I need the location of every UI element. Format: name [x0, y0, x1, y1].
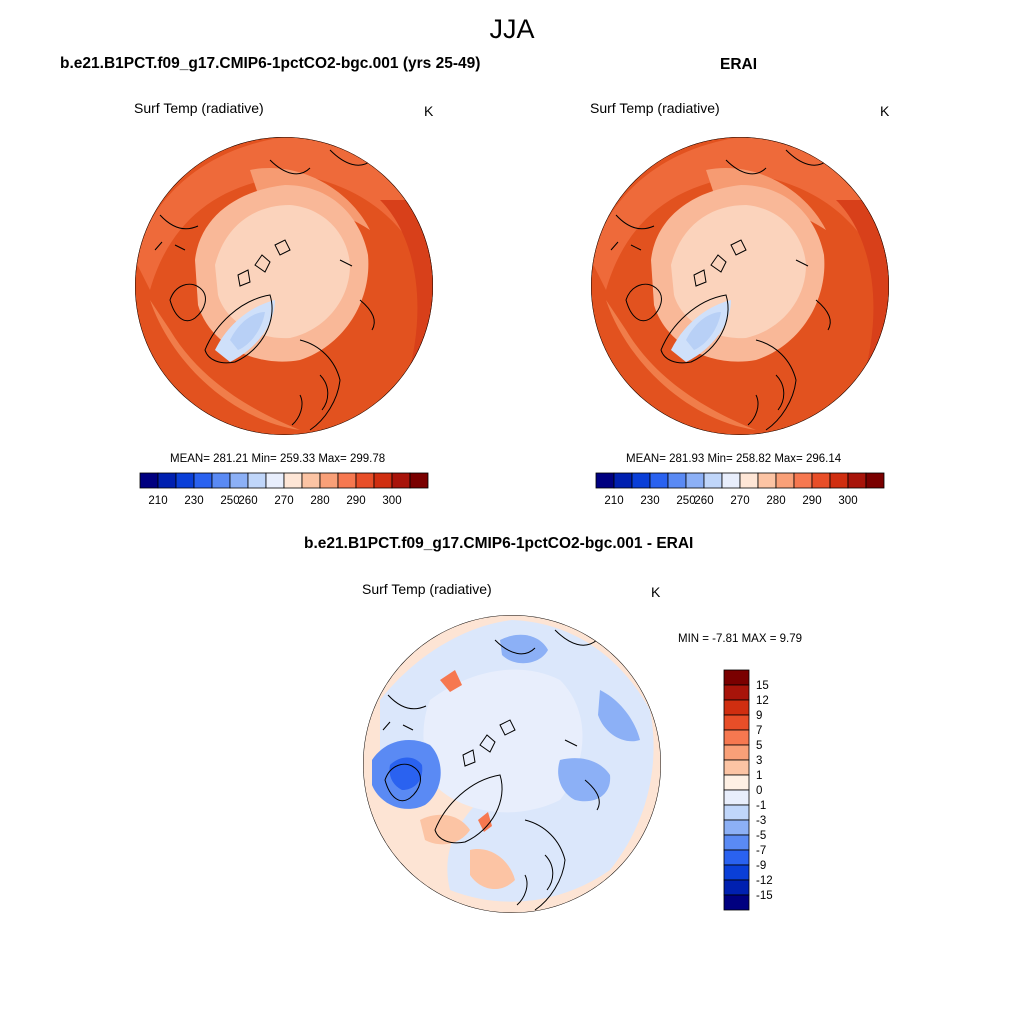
panel-3-colorbar-label: 15 [756, 680, 769, 692]
panel-3-colorbar-box [723, 864, 750, 881]
panel-3-colorbar-label: 0 [756, 785, 762, 797]
panel-2-colorbar-box [613, 472, 633, 489]
panel-1-colorbar-box [229, 472, 249, 489]
panel-1-colorbar-label: 230 [184, 495, 203, 507]
panel-1-colorbar-box [409, 472, 429, 489]
panel-3-stats: MIN = -7.81 MAX = 9.79 [678, 633, 803, 645]
panel-1-colorbar-box [247, 472, 267, 489]
panel-2-colorbar-label: 270 [730, 495, 749, 507]
panel-1-colorbar-label: 250 [220, 495, 239, 507]
panel-1-colorbar-box [193, 472, 213, 489]
panel-2-colorbar-box [793, 472, 813, 489]
panel-2-colorbar-box [847, 472, 867, 489]
panel-2-colorbar-box [829, 472, 849, 489]
panel-2-colorbar-box [739, 472, 759, 489]
panel-1-colorbar-label: 290 [346, 495, 365, 507]
panel-3-colorbar-box [723, 879, 750, 896]
panel-3-colorbar-label: -12 [756, 875, 773, 887]
panel-1-colorbar-box [319, 472, 339, 489]
panel-3-colorbar-label: -3 [756, 815, 766, 827]
panel-1-colorbar-label: 270 [274, 495, 293, 507]
panel-1-colorbar-label: 210 [148, 495, 167, 507]
panel-3-colorbar-box [723, 759, 750, 776]
panel-2-colorbar-label: 260 [694, 495, 713, 507]
panel-2-colorbar-box [685, 472, 705, 489]
panel-1-colorbar-box [283, 472, 303, 489]
panel-2-colorbar-box [667, 472, 687, 489]
panel-3-colorbar-box [723, 699, 750, 716]
panel-1-colorbar-box [355, 472, 375, 489]
panel-3-colorbar-box [723, 789, 750, 806]
panel-3-colorbar: 15 12 9 7 5 3 1 0 -1 -3 -5 -7 -9 -12 -15 [723, 669, 773, 911]
panel-3-colorbar-label: -5 [756, 830, 766, 842]
panel-2-colorbar-label: 230 [640, 495, 659, 507]
panel-2-colorbar-box [631, 472, 651, 489]
panel-2-colorbar-box [811, 472, 831, 489]
panel-2-colorbar-label: 290 [802, 495, 821, 507]
panel-3-variable-label: Surf Temp (radiative) [362, 581, 492, 597]
panel-2-units: K [880, 103, 890, 119]
panel-2-colorbar-box [721, 472, 741, 489]
panel-3-colorbar-label: 5 [756, 740, 762, 752]
panel-2-colorbar-box [757, 472, 777, 489]
panel-3-colorbar-box [723, 894, 750, 911]
panel-1-polar-map [135, 137, 433, 435]
panel-3-colorbar-label: -7 [756, 845, 766, 857]
panel-3-colorbar-box [723, 834, 750, 851]
panel-3-colorbar-label: 3 [756, 755, 762, 767]
panel-2-stats: MEAN= 281.93 Min= 258.82 Max= 296.14 [626, 453, 842, 465]
panel-3-colorbar-box [723, 849, 750, 866]
panel-1-colorbar-box [211, 472, 231, 489]
panel-1-colorbar-box [373, 472, 393, 489]
panel-1-colorbar-label: 260 [238, 495, 257, 507]
panel-3-colorbar-label: -1 [756, 800, 766, 812]
panel-2-colorbar-box [865, 472, 885, 489]
panel-1-colorbar-label: 280 [310, 495, 329, 507]
panel-2-colorbar-label: 210 [604, 495, 623, 507]
panel-3-units: K [651, 584, 661, 600]
panel-3-colorbar-label: -9 [756, 860, 766, 872]
panel-3-colorbar-box [723, 729, 750, 746]
panel-3-colorbar-label: 9 [756, 710, 762, 722]
panel-3-colorbar-box [723, 744, 750, 761]
panel-3-colorbar-box [723, 714, 750, 731]
panel-3-colorbar-label: 12 [756, 695, 769, 707]
panel-1-colorbar-box [391, 472, 411, 489]
panel-1-colorbar-label: 300 [382, 495, 401, 507]
panel-1-variable-label: Surf Temp (radiative) [134, 100, 264, 116]
panel-1-colorbar-box [157, 472, 177, 489]
panel-3-colorbar-box [723, 819, 750, 836]
panel-2-colorbar-box [595, 472, 615, 489]
panel-1-stats: MEAN= 281.21 Min= 259.33 Max= 299.78 [170, 453, 386, 465]
panel-3-colorbar-label: -15 [756, 890, 773, 902]
panel-2-colorbar-box [703, 472, 723, 489]
panel-2-colorbar-box [649, 472, 669, 489]
panel-3-colorbar-box [723, 684, 750, 701]
figure-title: JJA [489, 14, 535, 44]
panel-3-title: b.e21.B1PCT.f09_g17.CMIP6-1pctCO2-bgc.00… [304, 535, 694, 552]
panel-1-colorbar-box [175, 472, 195, 489]
panel-2-colorbar-box [775, 472, 795, 489]
panel-2-colorbar-label: 300 [838, 495, 857, 507]
panel-2-variable-label: Surf Temp (radiative) [590, 100, 720, 116]
panel-3-colorbar-box [723, 774, 750, 791]
panel-3-colorbar-box [723, 804, 750, 821]
panel-3-polar-map [363, 615, 661, 913]
panel-1-units: K [424, 103, 434, 119]
panel-2-colorbar-label: 280 [766, 495, 785, 507]
panel-2-polar-map [591, 137, 889, 435]
panel-1-colorbar-box [337, 472, 357, 489]
panel-1-colorbar-box [139, 472, 159, 489]
panel-2-title: ERAI [720, 56, 758, 73]
panel-1-colorbar-box [301, 472, 321, 489]
panel-1-colorbar-box [265, 472, 285, 489]
panel-1-title: b.e21.B1PCT.f09_g17.CMIP6-1pctCO2-bgc.00… [60, 55, 481, 72]
panel-3-colorbar-label: 7 [756, 725, 762, 737]
panel-3-colorbar-label: 1 [756, 770, 762, 782]
panel-3-colorbar-box [723, 669, 750, 686]
panel-2-colorbar-label: 250 [676, 495, 695, 507]
